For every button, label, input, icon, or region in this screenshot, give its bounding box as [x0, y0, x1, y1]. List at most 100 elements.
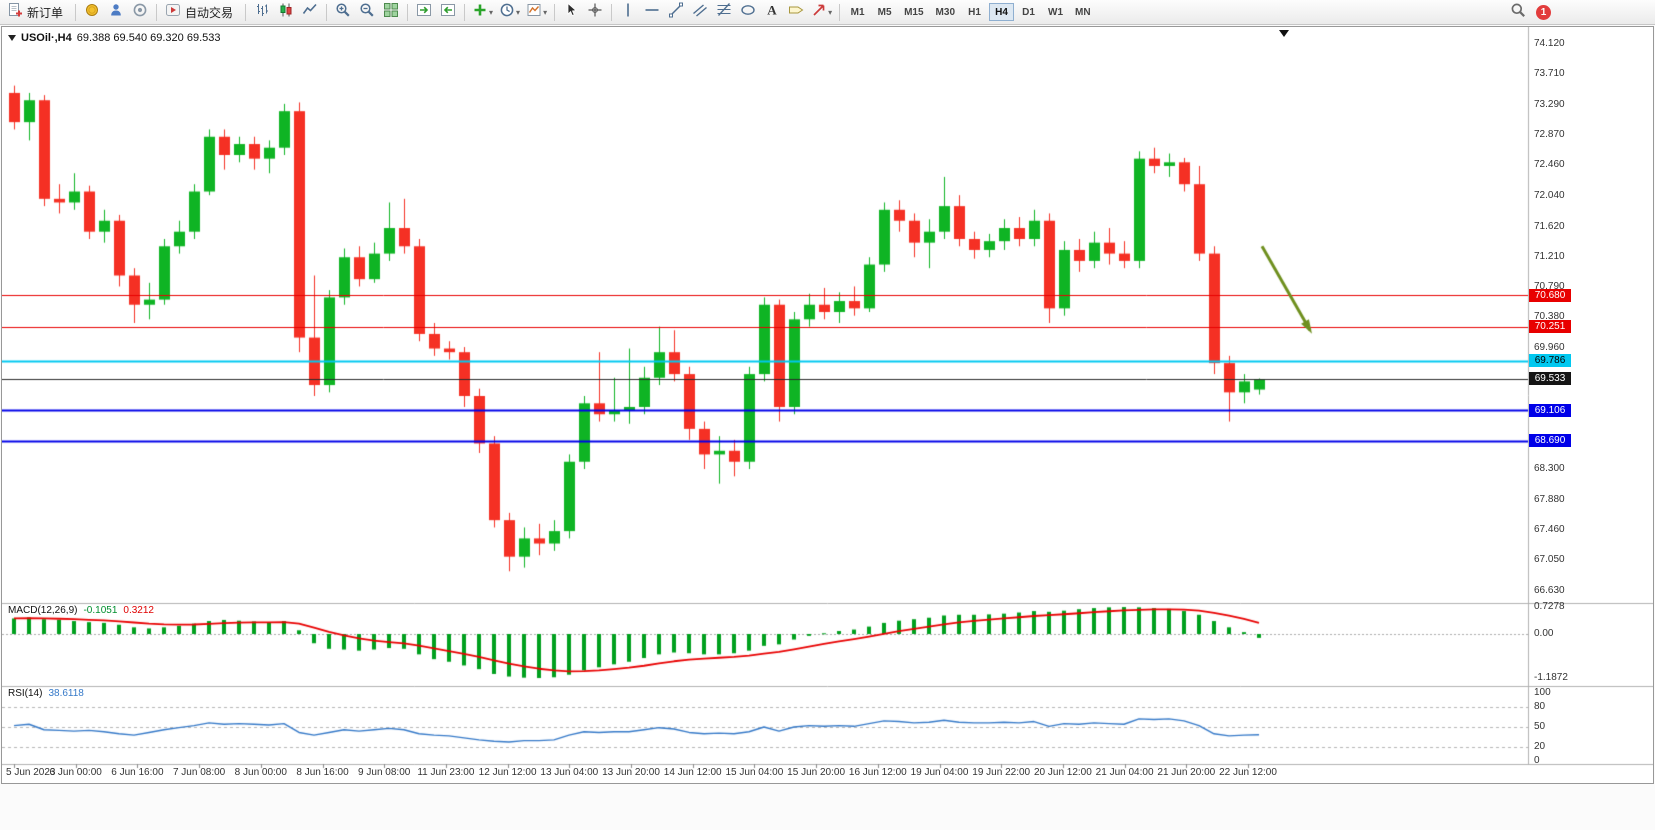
indicators-button[interactable]: ▾ [469, 1, 496, 23]
tf-h4[interactable]: H4 [989, 3, 1014, 21]
macd-main-value: -0.1051 [83, 605, 118, 616]
macd-label: MACD(12,26,9) [8, 605, 78, 616]
bar-chart-button[interactable] [250, 1, 274, 23]
toolbar-divider [839, 3, 841, 21]
vertical-line-tool[interactable] [616, 1, 640, 23]
toolbar-divider [75, 3, 77, 21]
time-axis-label: 9 Jun 08:00 [358, 767, 411, 778]
label-icon [788, 2, 804, 23]
toolbar-divider [245, 3, 247, 21]
tf-h1[interactable]: H1 [968, 6, 981, 18]
rsi-axis-label: 100 [1534, 687, 1551, 698]
tf-m30[interactable]: M30 [935, 6, 955, 18]
template-icon [526, 2, 542, 23]
price-axis-label: 68.300 [1534, 463, 1565, 475]
crosshair-icon [587, 2, 603, 23]
price-tag: 69.533 [1529, 372, 1571, 386]
shapes-tool[interactable] [736, 1, 760, 23]
toolbar-divider [407, 3, 409, 21]
chart-shift-button[interactable] [436, 1, 460, 23]
time-axis-label: 19 Jun 22:00 [972, 767, 1031, 778]
trendline-tool[interactable] [664, 1, 688, 23]
chart-shift-marker-icon[interactable] [1279, 30, 1289, 37]
toolbar-divider [156, 3, 158, 21]
cursor-icon [563, 2, 579, 23]
zoom-in-icon [335, 2, 351, 23]
zoom-out-button[interactable] [355, 1, 379, 23]
candle-chart-button[interactable] [274, 1, 298, 23]
coin-icon [84, 2, 100, 23]
price-axis-label: 71.620 [1534, 220, 1565, 232]
chevron-down-icon: ▾ [516, 7, 521, 17]
channel-tool[interactable] [688, 1, 712, 23]
svg-text:A: A [767, 2, 777, 17]
price-tag: 68.690 [1529, 434, 1571, 448]
toolbar-divider [611, 3, 613, 21]
time-axis-label: 12 Jun 12:00 [478, 767, 537, 778]
search-icon[interactable] [1510, 2, 1526, 23]
symbol-dropdown-icon[interactable] [8, 35, 16, 41]
tline-icon [668, 2, 684, 23]
zoom-in-button[interactable] [331, 1, 355, 23]
tf-m1[interactable]: M1 [850, 6, 865, 18]
price-axis-label: 73.290 [1534, 98, 1565, 110]
chart-line-icon [302, 2, 318, 23]
hline-icon [644, 2, 660, 23]
price-axis-label: 71.210 [1534, 250, 1565, 262]
arrows-icon [811, 2, 827, 23]
text-tool[interactable]: A [760, 1, 784, 23]
tf-d1[interactable]: D1 [1022, 6, 1035, 18]
price-tag: 70.251 [1529, 320, 1571, 334]
new-order-button[interactable]: 新订单 [3, 1, 71, 23]
periods-button[interactable]: ▾ [496, 1, 523, 23]
line-chart-button[interactable] [298, 1, 322, 23]
toolbar-divider [554, 3, 556, 21]
price-axis-label: 67.050 [1534, 554, 1565, 566]
time-axis-label: 13 Jun 04:00 [540, 767, 599, 778]
time-axis-label: 6 Jun 16:00 [111, 767, 164, 778]
cursor-tool[interactable] [559, 1, 583, 23]
price-axis-label: 70.790 [1534, 281, 1565, 293]
tile-icon [383, 2, 399, 23]
time-axis-label: 21 Jun 20:00 [1157, 767, 1216, 778]
toolbar-right: 1 [1510, 0, 1551, 25]
new-order-button-label: 新订单 [27, 5, 64, 20]
zoom-out-icon [359, 2, 375, 23]
community-button[interactable] [128, 1, 152, 23]
horizontal-line-tool[interactable] [640, 1, 664, 23]
community-icon [132, 2, 148, 23]
price-axis-label: 72.870 [1534, 129, 1565, 141]
label-tool[interactable] [784, 1, 808, 23]
time-axis-label: 8 Jun 16:00 [296, 767, 349, 778]
rsi-axis-label: 50 [1534, 721, 1546, 732]
chevron-down-icon: ▾ [489, 7, 494, 17]
chart-window: USOil·,H4 69.388 69.540 69.320 69.533 MA… [1, 26, 1654, 784]
auto-scroll-button[interactable] [412, 1, 436, 23]
arrows-tool[interactable]: ▾ [808, 1, 835, 23]
chart-canvas[interactable] [2, 27, 1653, 783]
crosshair-tool[interactable] [583, 1, 607, 23]
tf-mn[interactable]: MN [1075, 6, 1091, 18]
templates-button[interactable]: ▾ [523, 1, 550, 23]
tf-m5[interactable]: M5 [877, 6, 892, 18]
macd-title: MACD(12,26,9) -0.1051 0.3212 [8, 605, 154, 616]
autotrading-button[interactable]: 自动交易 [161, 1, 241, 23]
time-axis-label: 8 Jun 00:00 [234, 767, 287, 778]
text-icon: A [764, 2, 780, 23]
tf-w1[interactable]: W1 [1048, 6, 1063, 18]
chart-candles-icon [278, 2, 294, 23]
navigator-button[interactable] [104, 1, 128, 23]
person-icon [108, 2, 124, 23]
tf-m15[interactable]: M15 [904, 6, 924, 18]
market-watch-button[interactable] [80, 1, 104, 23]
vline-icon [620, 2, 636, 23]
fibonacci-tool[interactable] [712, 1, 736, 23]
time-axis-label: 16 Jun 12:00 [848, 767, 907, 778]
tile-windows-button[interactable] [379, 1, 403, 23]
rsi-axis-label: 0 [1534, 755, 1540, 766]
clock-icon [499, 2, 515, 23]
price-axis-label: 70.380 [1534, 311, 1565, 323]
time-axis-label: 6 Jun 00:00 [49, 767, 102, 778]
notification-badge[interactable]: 1 [1536, 5, 1551, 20]
time-axis-label: 5 Jun 2023 [6, 767, 56, 778]
